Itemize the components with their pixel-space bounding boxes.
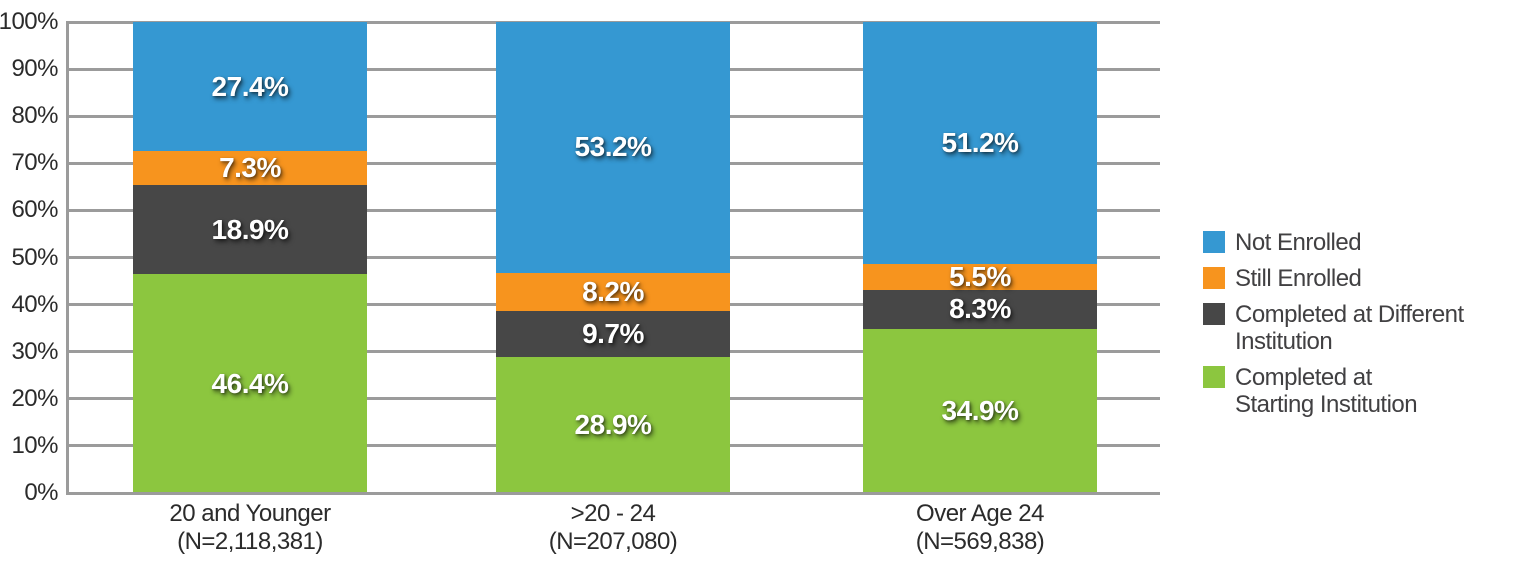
y-axis-tick-label: 70% xyxy=(11,149,58,177)
bar-segment-value-label: 34.9% xyxy=(941,394,1019,426)
legend-label: Completed at Different Institution xyxy=(1235,301,1464,355)
y-axis-tick-label: 0% xyxy=(24,479,58,506)
x-axis-category-label: >20 - 24 (N=207,080) xyxy=(453,500,773,556)
bar-segment-value-label: 28.9% xyxy=(574,408,652,440)
bar-column: 46.4% 18.9% 7.3% 27.4% xyxy=(133,22,367,493)
category-n-count: (N=207,080) xyxy=(548,528,678,555)
y-axis-tick-label: 20% xyxy=(11,384,58,412)
y-axis-tick-label: 50% xyxy=(11,243,58,271)
y-axis-line xyxy=(66,20,69,495)
bar-segment: 7.3% xyxy=(133,151,367,186)
legend-label: Not Enrolled xyxy=(1235,229,1362,256)
bar-segment-value-label: 53.2% xyxy=(574,131,652,163)
legend-item: Still Enrolled xyxy=(1203,265,1464,292)
legend: Not Enrolled Still Enrolled Completed at D… xyxy=(1203,229,1464,427)
legend-label: Completed at Starting Institution xyxy=(1235,364,1418,418)
y-axis-tick-label: 60% xyxy=(11,196,58,224)
category-name: >20 - 24 xyxy=(570,500,656,527)
y-axis-tick-label: 100% xyxy=(0,8,59,35)
legend-label-line: Completed at Different xyxy=(1235,301,1464,328)
x-axis-baseline xyxy=(66,491,1160,495)
legend-color-swatch xyxy=(1203,231,1225,253)
legend-label-line: Institution xyxy=(1235,328,1333,355)
x-axis-category-label: 20 and Younger (N=2,118,381) xyxy=(90,500,410,556)
x-axis-category-label: Over Age 24 (N=569,838) xyxy=(820,500,1140,556)
bar-segment-value-label: 18.9% xyxy=(211,213,289,245)
category-name: Over Age 24 xyxy=(916,500,1044,527)
legend-label-line: Starting Institution xyxy=(1235,391,1418,418)
legend-item: Completed at Starting Institution xyxy=(1203,364,1464,418)
bar-segment: 5.5% xyxy=(863,260,1097,292)
legend-item: Not Enrolled xyxy=(1203,229,1464,256)
y-axis-tick-label: 10% xyxy=(11,431,58,459)
bar-segment: 28.9% xyxy=(496,356,730,493)
category-n-count: (N=569,838) xyxy=(915,528,1045,555)
bar-segment-value-label: 9.7% xyxy=(582,318,644,350)
category-n-count: (N=2,118,381) xyxy=(177,528,323,555)
bar-column: 28.9% 9.7% 8.2% 53.2% xyxy=(496,22,730,493)
bar-segment: 18.9% xyxy=(133,185,367,275)
legend-item: Completed at Different Institution xyxy=(1203,301,1464,355)
bar-segment-value-label: 51.2% xyxy=(941,127,1019,159)
bar-segment-value-label: 46.4% xyxy=(211,367,289,399)
legend-label-line: Not Enrolled xyxy=(1235,229,1362,256)
bar-segment: 9.7% xyxy=(496,311,730,357)
bar-column: 34.9% 8.3% 5.5% 51.2% xyxy=(863,22,1097,493)
bar-segment: 51.2% xyxy=(863,22,1097,264)
bar-segment: 8.2% xyxy=(496,272,730,312)
legend-color-swatch xyxy=(1203,303,1225,325)
legend-label-line: Completed at xyxy=(1235,364,1372,391)
bar-segment: 46.4% xyxy=(133,274,367,493)
legend-label-line: Still Enrolled xyxy=(1235,265,1362,292)
legend-label: Still Enrolled xyxy=(1235,265,1362,292)
y-axis-tick-label: 30% xyxy=(11,337,58,365)
bar-segment: 53.2% xyxy=(496,22,730,273)
y-axis-tick-label: 90% xyxy=(11,55,58,83)
legend-color-swatch xyxy=(1203,366,1225,388)
bar-segment-value-label: 5.5% xyxy=(949,260,1011,292)
y-axis-tick-label: 40% xyxy=(11,290,58,318)
bar-segment-value-label: 8.3% xyxy=(949,293,1011,325)
bar-segment: 27.4% xyxy=(133,22,367,152)
category-name: 20 and Younger xyxy=(169,500,331,527)
bar-segment: 8.3% xyxy=(863,289,1097,329)
bar-segment: 34.9% xyxy=(863,328,1097,493)
bar-segment-value-label: 7.3% xyxy=(219,152,281,184)
bar-segment-value-label: 8.2% xyxy=(582,275,644,307)
legend-color-swatch xyxy=(1203,267,1225,289)
y-axis-tick-label: 80% xyxy=(11,102,58,130)
bar-segment-value-label: 27.4% xyxy=(211,70,289,102)
